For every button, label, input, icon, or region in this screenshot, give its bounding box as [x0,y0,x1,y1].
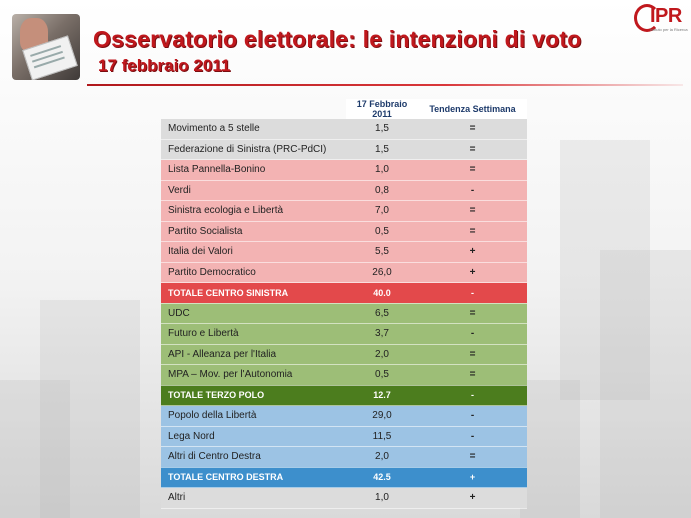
background-block [560,140,650,400]
total-value: 42.5 [346,467,418,488]
party-value: 1,5 [346,119,418,140]
table-row: API - Alleanza per l'Italia 2,0 = [161,344,527,365]
party-name: Lega Nord [161,426,346,447]
ipr-logo: IPR Istituto per la Ricerca [630,2,688,34]
party-name: API - Alleanza per l'Italia [161,344,346,365]
table-row: Lega Nord 11,5 - [161,426,527,447]
logo-tagline: Istituto per la Ricerca [650,27,688,32]
logo-text: IPR [650,5,682,27]
party-value: 2,0 [346,344,418,365]
header-party [161,99,346,119]
logo-mark-icon [634,4,660,32]
total-name: TOTALE CENTRO SINISTRA [161,282,346,304]
table-row: UDC 6,5 = [161,303,527,324]
total-name: TOTALE TERZO POLO [161,385,346,406]
party-value: 1,0 [346,159,418,181]
total-row-terzo-polo: TOTALE TERZO POLO 12.7 - [161,385,527,406]
party-trend: = [418,303,527,324]
party-name: Sinistra ecologia e Libertà [161,200,346,222]
party-trend: = [418,344,527,365]
party-trend: - [418,323,527,345]
table-row: Popolo della Libertà 29,0 - [161,405,527,427]
vote-intentions-table-container: 17 Febbraio 2011 Tendenza Settimana Movi… [161,99,527,509]
party-trend: = [418,364,527,386]
table-row: Federazione di Sinistra (PRC-PdCI) 1,5 = [161,139,527,160]
page-title: Osservatorio elettorale: le intenzioni d… [93,26,582,52]
background-block [40,300,140,518]
total-trend: - [418,385,527,406]
party-name: Altri di Centro Destra [161,446,346,468]
table-row: MPA – Mov. per l'Autonomia 0,5 = [161,364,527,386]
party-value: 5,5 [346,241,418,263]
table-row: Verdi 0,8 - [161,180,527,201]
party-trend: - [418,180,527,201]
table-row: Movimento a 5 stelle 1,5 = [161,119,527,140]
party-name: MPA – Mov. per l'Autonomia [161,364,346,386]
table-row: Lista Pannella-Bonino 1,0 = [161,159,527,181]
total-name: TOTALE CENTRO DESTRA [161,467,346,488]
party-value: 1,5 [346,139,418,160]
party-name: Altri [161,487,346,509]
ballot-photo [12,14,80,80]
party-value: 26,0 [346,262,418,283]
party-value: 1,0 [346,487,418,509]
party-name: Italia dei Valori [161,241,346,263]
total-value: 40.0 [346,282,418,304]
background-block [0,380,70,518]
party-value: 29,0 [346,405,418,427]
party-trend: = [418,446,527,468]
table-row: Partito Socialista 0,5 = [161,221,527,242]
party-trend: = [418,221,527,242]
party-trend: = [418,119,527,140]
party-value: 7,0 [346,200,418,222]
party-value: 0,5 [346,364,418,386]
table-row: Sinistra ecologia e Libertà 7,0 = [161,200,527,222]
party-trend: = [418,139,527,160]
total-trend: - [418,282,527,304]
header-trend: Tendenza Settimana [418,99,527,119]
party-trend: = [418,200,527,222]
party-trend: + [418,262,527,283]
table-row: Futuro e Libertà 3,7 - [161,323,527,345]
party-name: Futuro e Libertà [161,323,346,345]
party-value: 2,0 [346,446,418,468]
table-row-altri: Altri 1,0 + [161,487,527,509]
header-date: 17 Febbraio 2011 [346,99,418,119]
party-name: Movimento a 5 stelle [161,119,346,140]
table-row: Altri di Centro Destra 2,0 = [161,446,527,468]
page-subtitle: 17 febbraio 2011 [98,56,231,75]
party-value: 6,5 [346,303,418,324]
party-trend: + [418,241,527,263]
party-name: Verdi [161,180,346,201]
party-name: Federazione di Sinistra (PRC-PdCI) [161,139,346,160]
party-value: 0,8 [346,180,418,201]
party-name: Popolo della Libertà [161,405,346,427]
party-trend: = [418,159,527,181]
table-row: Italia dei Valori 5,5 + [161,241,527,263]
vote-intentions-table: 17 Febbraio 2011 Tendenza Settimana Movi… [161,99,527,509]
party-value: 3,7 [346,323,418,345]
total-value: 12.7 [346,385,418,406]
party-name: Partito Socialista [161,221,346,242]
background-block [600,250,691,518]
background-block [520,380,580,518]
total-row-centro-sinistra: TOTALE CENTRO SINISTRA 40.0 - [161,282,527,304]
title-divider [87,84,683,86]
table-header-row: 17 Febbraio 2011 Tendenza Settimana [161,99,527,119]
total-trend: + [418,467,527,488]
party-trend: + [418,487,527,509]
party-trend: - [418,405,527,427]
table-row: Partito Democratico 26,0 + [161,262,527,283]
party-name: Partito Democratico [161,262,346,283]
party-value: 0,5 [346,221,418,242]
party-trend: - [418,426,527,447]
party-name: Lista Pannella-Bonino [161,159,346,181]
total-row-centro-destra: TOTALE CENTRO DESTRA 42.5 + [161,467,527,488]
party-name: UDC [161,303,346,324]
party-value: 11,5 [346,426,418,447]
